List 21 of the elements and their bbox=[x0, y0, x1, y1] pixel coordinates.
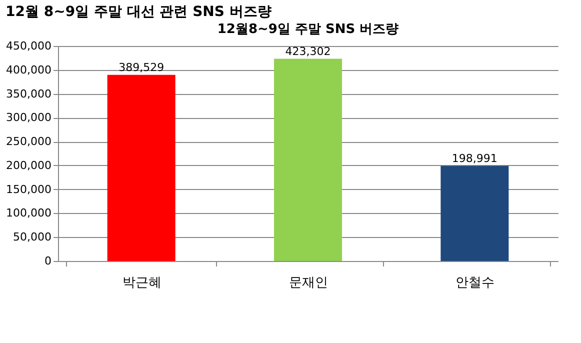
y-tick-label: 50,000 bbox=[13, 230, 52, 244]
chart-title: 12월 8~9일 주말 대선 관련 SNS 버즈량 bbox=[6, 4, 272, 20]
chart-subtitle: 12월8~9일 주말 SNS 버즈량 bbox=[217, 22, 399, 37]
y-tick-label: 400,000 bbox=[6, 63, 52, 76]
data-label: 198,991 bbox=[452, 152, 498, 165]
y-tick-label: 350,000 bbox=[6, 87, 52, 100]
bar bbox=[107, 74, 176, 261]
y-tick-label: 200,000 bbox=[6, 158, 52, 172]
x-tick-label: 문재인 bbox=[289, 276, 328, 290]
data-label: 389,529 bbox=[118, 60, 164, 74]
y-tick-label: 300,000 bbox=[6, 111, 52, 124]
y-tick-label: 100,000 bbox=[6, 206, 52, 220]
bar bbox=[440, 166, 509, 261]
y-tick-label: 150,000 bbox=[6, 182, 52, 196]
data-label: 423,302 bbox=[285, 44, 331, 58]
y-tick-label: 250,000 bbox=[6, 135, 52, 148]
bar bbox=[274, 58, 342, 261]
x-tick-label: 안철수 bbox=[456, 276, 495, 290]
y-tick-label: 0 bbox=[44, 254, 52, 268]
x-tick-label: 박근혜 bbox=[122, 276, 162, 290]
y-tick-label: 450,000 bbox=[6, 40, 52, 52]
